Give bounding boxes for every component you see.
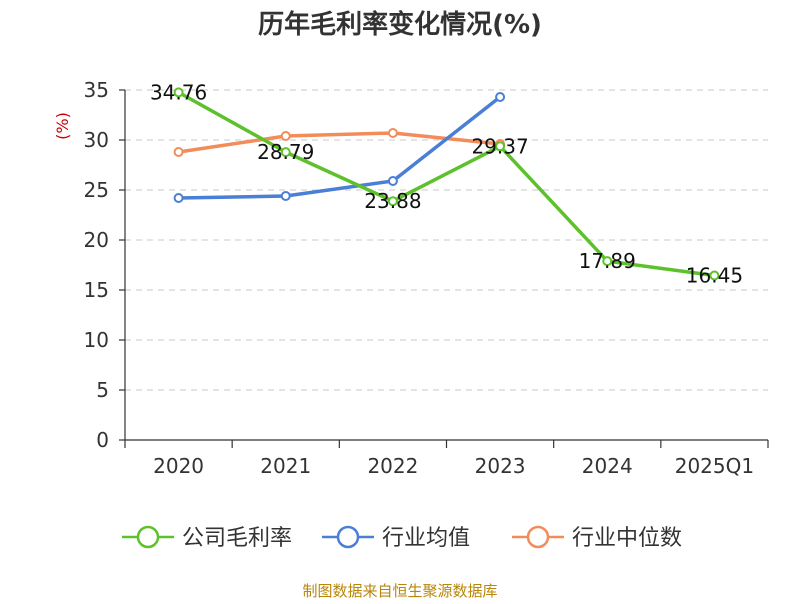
y-tick-label: 5: [96, 378, 109, 402]
y-tick-label: 10: [84, 328, 109, 352]
data-point: [173, 193, 184, 203]
legend-label: 行业中位数: [572, 526, 682, 551]
data-label: 23.88: [364, 189, 421, 213]
data-label: 17.89: [579, 249, 636, 273]
data-point: [280, 191, 291, 201]
grid-lines: [125, 89, 768, 391]
data-point: [709, 270, 720, 281]
legend-label: 行业均值: [382, 526, 470, 551]
data-point: [173, 147, 184, 157]
y-axis-unit-label: (%): [53, 112, 72, 140]
series-line: [176, 90, 717, 278]
data-point: [173, 87, 184, 98]
data-point: [602, 256, 613, 267]
legend-marker: [336, 525, 360, 549]
data-label: 28.79: [257, 140, 314, 164]
data-point: [495, 92, 506, 102]
legend-marker: [136, 525, 160, 549]
x-tick-label: 2025Q1: [675, 454, 754, 478]
y-tick-label: 35: [84, 78, 109, 102]
legend-label: 公司毛利率: [182, 526, 292, 551]
x-tick-label: 2020: [153, 454, 204, 478]
data-label: 16.45: [686, 264, 743, 288]
series-lines: [173, 87, 720, 281]
x-tick-label: 2021: [260, 454, 311, 478]
data-label: 34.76: [150, 80, 207, 104]
y-tick-label: 20: [84, 228, 109, 252]
chart-title: 历年毛利率变化情况(%): [258, 9, 542, 40]
data-point: [280, 131, 291, 141]
data-label: 29.37: [471, 134, 528, 158]
x-tick-label: 2024: [582, 454, 633, 478]
axes: 0 5 10 15 20 25 30 35 2020 2021 2022 2023 2024 2025Q1: [84, 78, 769, 478]
data-point: [280, 147, 291, 158]
data-point: [387, 128, 398, 138]
y-tick-label: 30: [84, 128, 109, 152]
data-point: [387, 176, 398, 186]
data-labels: 34.76 28.79 23.88 29.37 17.89 16.45: [150, 80, 743, 287]
y-tick-label: 0: [96, 428, 109, 452]
source-note: 制图数据来自恒生聚源数据库: [302, 582, 497, 600]
data-point: [387, 196, 398, 207]
legend: 公司毛利率 行业均值 行业中位数: [122, 525, 682, 551]
x-tick-label: 2023: [475, 454, 526, 478]
legend-marker: [526, 525, 550, 549]
x-tick-label: 2022: [367, 454, 418, 478]
series-line: [176, 95, 502, 200]
y-tick-label: 25: [84, 178, 109, 202]
data-point: [495, 141, 506, 152]
y-tick-label: 15: [84, 278, 109, 302]
